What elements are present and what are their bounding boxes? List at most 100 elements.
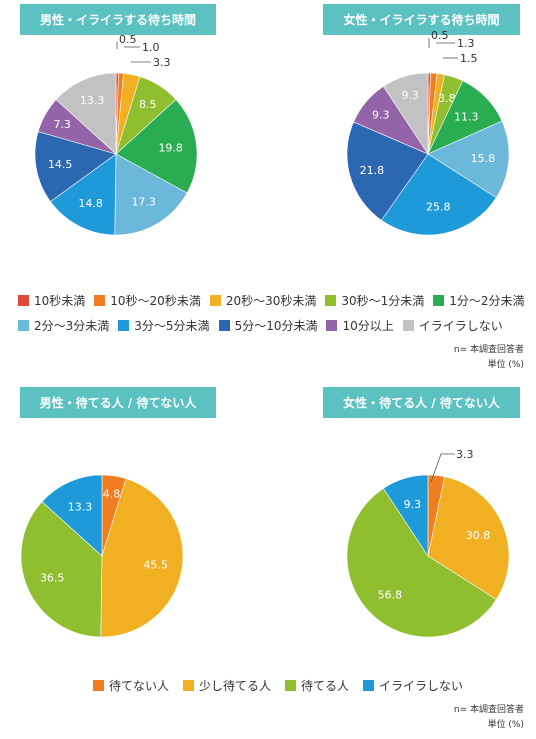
data-label: 14.5 <box>48 158 73 171</box>
data-label: 17.3 <box>131 196 156 209</box>
data-label: 8.5 <box>139 98 157 111</box>
pie-slice <box>383 72 429 156</box>
legend-swatch <box>209 294 221 306</box>
legend-label: 待てる人 <box>301 678 350 693</box>
legend-item: 5分〜10分未満 <box>218 317 318 334</box>
legend-label: 3分〜5分未満 <box>134 318 210 333</box>
data-label: 25.8 <box>426 201 451 214</box>
pie-chart-2: 0.5 1.3 1.5 3.8 11.3 15.8 25.8 21.8 9.3 9.3 <box>346 29 510 236</box>
data-label: 3.3 <box>153 56 171 69</box>
legend-item: 10分以上 <box>326 317 394 334</box>
legend-label: 20秒〜30秒未満 <box>225 293 317 308</box>
legend-item: 2分〜3分未満 <box>18 317 109 334</box>
legend-swatch <box>402 319 414 331</box>
legend-item: 1分〜2分未満 <box>433 292 525 309</box>
pie-slice <box>114 153 188 236</box>
legend-label: 待てない人 <box>109 678 170 693</box>
data-label: 30.8 <box>466 529 491 542</box>
pie-chart-4: 3.3 30.8 56.8 9.3 <box>346 448 510 638</box>
pie-slice <box>100 478 184 638</box>
data-label: 13.3 <box>68 500 93 513</box>
legend-swatch <box>285 679 297 691</box>
pie-slice <box>427 120 510 199</box>
data-label: 45.5 <box>143 559 168 572</box>
data-label: 3.3 <box>456 448 474 461</box>
legend-label: 少し待てる人 <box>199 678 272 693</box>
pie-slice <box>346 487 497 638</box>
legend-swatch <box>183 679 195 691</box>
legend-swatch <box>326 319 338 331</box>
data-label: 14.8 <box>78 197 103 210</box>
data-label: 1.0 <box>142 41 160 54</box>
note-bottom: n= 本調査回答者 単位 (%) <box>454 703 524 733</box>
pie-chart-1: 0.5 1.0 3.3 8.5 19.8 17.3 14.8 14.5 7.3 13.3 <box>34 33 198 236</box>
legend-swatch <box>18 294 29 306</box>
legend-swatch <box>18 319 29 331</box>
data-label: 1.5 <box>460 52 478 65</box>
legend-swatch <box>218 319 230 331</box>
pie-slice <box>346 121 429 221</box>
data-label: 0.5 <box>431 29 449 42</box>
pie-slice <box>50 153 117 236</box>
pie-slice <box>55 72 117 155</box>
legend-swatch <box>94 294 106 306</box>
data-label: 4.8 <box>103 488 121 501</box>
data-label: 56.8 <box>378 589 403 602</box>
data-label: 3.8 <box>438 92 456 105</box>
data-label: 9.3 <box>402 89 420 102</box>
legend-item: 20秒〜30秒未満 <box>209 292 317 309</box>
legend-item: 10秒未満 <box>18 292 85 309</box>
legend-item: イライラしない <box>402 317 503 334</box>
legend-item: 10秒〜20秒未満 <box>94 292 201 309</box>
legend-item: 3分〜5分未満 <box>118 317 210 334</box>
data-label: 9.3 <box>404 498 422 511</box>
legend-item: 少し待てる人 <box>183 677 271 694</box>
legend-tolerance-row: 待てない人 少し待てる人 待てる人 イライラしない <box>93 675 472 695</box>
data-label: 7.3 <box>53 118 71 131</box>
legend-wait-row-1: 10秒未満 10秒〜20秒未満 20秒〜30秒未満 30秒〜1分未満 1分〜2分… <box>18 290 534 310</box>
male-tolerance-title: 男性・待てる人 / 待てない人 <box>20 387 216 418</box>
data-label: 21.8 <box>360 164 385 177</box>
legend-item: イライラしない <box>363 677 463 694</box>
legend-item: 待てる人 <box>285 677 349 694</box>
pie-slice <box>115 99 198 194</box>
legend-label: 10秒未満 <box>34 293 86 308</box>
legend-label: 10分以上 <box>342 318 394 333</box>
data-label: 36.5 <box>40 572 65 585</box>
unit-note: 単位 (%) <box>487 360 524 370</box>
pie-slice <box>34 131 117 203</box>
callout-line <box>430 453 455 483</box>
legend-item: 待てない人 <box>93 677 169 694</box>
legend-swatch <box>118 319 130 331</box>
male-wait-title: 男性・イライラする待ち時間 <box>20 4 216 35</box>
legend-label: 10秒〜20秒未満 <box>110 293 201 308</box>
legend-tolerance: 待てない人 少し待てる人 待てる人 イライラしない <box>93 675 472 695</box>
data-label: 13.3 <box>80 94 105 107</box>
legend-swatch <box>433 294 445 306</box>
sample-note: n= 本調査回答者 <box>453 345 524 355</box>
data-label: 0.5 <box>119 33 137 46</box>
legend-swatch <box>363 679 375 691</box>
legend-label: イライラしない <box>379 678 464 693</box>
pie-slice <box>20 501 103 638</box>
legend-item: 30秒〜1分未満 <box>325 292 424 309</box>
legend-label: 30秒〜1分未満 <box>341 293 425 308</box>
data-label: 9.3 <box>372 108 390 121</box>
sample-note: n= 本調査回答者 <box>453 705 524 715</box>
note-top: n= 本調査回答者 単位 (%) <box>454 343 524 373</box>
data-label: 15.8 <box>471 152 496 165</box>
legend-swatch <box>93 679 104 691</box>
legend-label: 5分〜10分未満 <box>234 318 318 333</box>
legend-label: 1分〜2分未満 <box>449 293 525 308</box>
data-label: 1.3 <box>457 37 475 50</box>
unit-note: 単位 (%) <box>487 720 524 730</box>
pie-chart-3: 4.8 45.5 36.5 13.3 <box>20 474 184 638</box>
legend-label: 2分〜3分未満 <box>34 318 110 333</box>
data-label: 19.8 <box>158 142 183 155</box>
legend-swatch <box>325 294 337 306</box>
pie-slice <box>41 474 103 557</box>
legend-wait: 10秒未満 10秒〜20秒未満 20秒〜30秒未満 30秒〜1分未満 1分〜2分… <box>18 290 534 335</box>
legend-label: イライラしない <box>418 318 503 333</box>
female-tolerance-title: 女性・待てる人 / 待てない人 <box>323 387 520 418</box>
